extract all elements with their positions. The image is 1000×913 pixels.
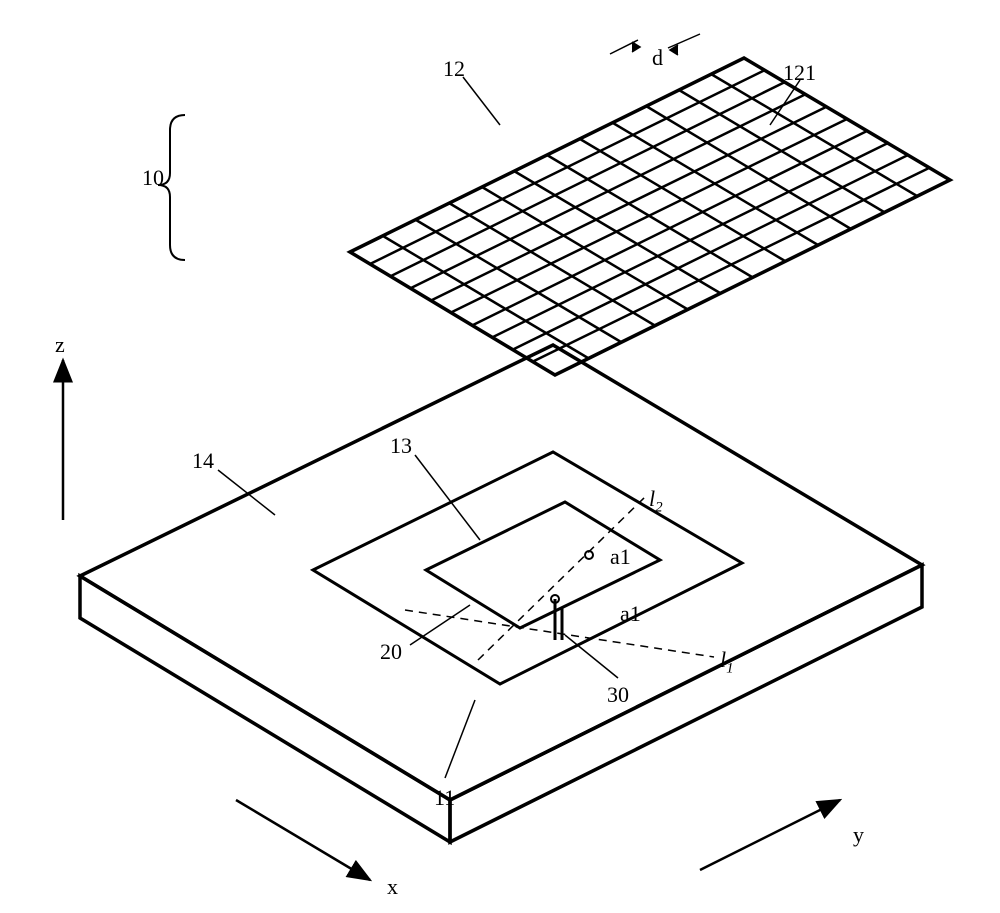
label-11: 11 [434, 785, 455, 811]
label-d: d [652, 45, 663, 71]
grid-mesh [350, 58, 950, 375]
substrate-block [80, 345, 922, 842]
label-axis-y: y [853, 822, 864, 848]
label-10: 10 [142, 165, 164, 191]
diagram-container: 10 11 12 121 13 14 20 30 a1 a1 d x y z l… [0, 0, 1000, 913]
label-l1: l1 [720, 647, 734, 677]
label-axis-x: x [387, 874, 398, 900]
label-a1-bottom: a1 [620, 601, 641, 627]
label-14: 14 [192, 448, 214, 474]
label-121: 121 [783, 60, 816, 86]
cavity-outline [313, 452, 742, 684]
label-a1-top: a1 [610, 544, 631, 570]
label-axis-z: z [55, 332, 65, 358]
label-12: 12 [443, 56, 465, 82]
label-l2: l2 [649, 486, 663, 516]
label-20: 20 [380, 639, 402, 665]
label-30: 30 [607, 682, 629, 708]
symmetry-lines [405, 497, 714, 660]
label-13: 13 [390, 433, 412, 459]
main-svg [0, 0, 1000, 913]
